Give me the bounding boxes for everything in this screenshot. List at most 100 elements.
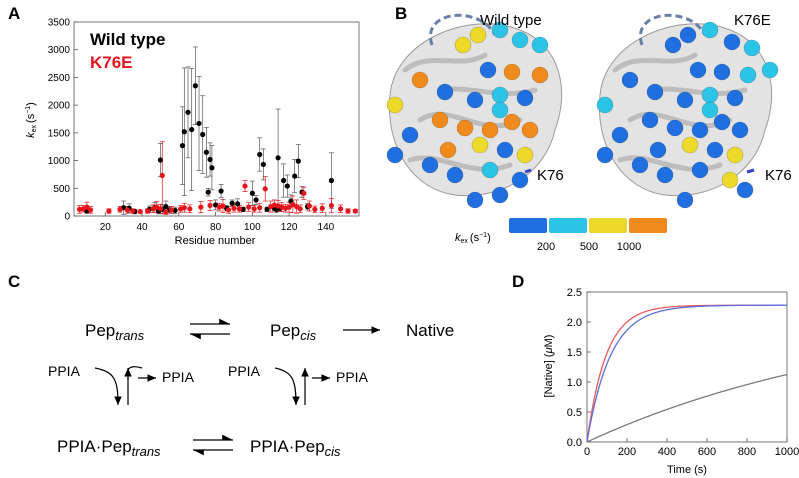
residue-sphere: [466, 191, 484, 209]
pep-cis-main: Pep: [270, 321, 300, 340]
chart-a-xlabel: Residue number: [175, 235, 256, 247]
residue-sphere: [679, 26, 697, 44]
pep-cis: Pepcis: [270, 321, 317, 343]
chart-a-ytick-label: 1000: [48, 156, 71, 167]
point-k76e: [207, 202, 213, 209]
point-k76e: [257, 205, 263, 211]
scale-tick-500: 500: [580, 241, 598, 253]
residue-sphere: [723, 33, 741, 51]
ppia-label-4: PPIA: [336, 369, 369, 385]
panel-letter-b: B: [395, 4, 408, 23]
point-wild-type: [163, 203, 169, 210]
cartoon-strands-k76e: [612, 52, 748, 172]
legend-k76e: K76E: [90, 53, 133, 72]
residue-sphere: [726, 146, 744, 164]
residue-sphere: [491, 21, 509, 39]
residue-sphere: [491, 186, 509, 204]
point-wild-type: [203, 149, 209, 155]
scale-label-close: ): [487, 232, 491, 244]
chart-a-xtick-label: 40: [136, 222, 148, 233]
point-k76e: [251, 206, 257, 212]
point-wild-type: [181, 129, 187, 135]
ppia-label-1: PPIA: [48, 363, 81, 379]
point-k76e: [117, 206, 123, 212]
residue-spheres-k76e: [596, 21, 779, 209]
point-wild-type: [192, 83, 198, 89]
residue-sphere: [691, 161, 709, 179]
chart-d-xlabel: Time (s): [667, 464, 707, 476]
chart-d-xtick-label: 600: [698, 446, 716, 458]
chart-d-ytick-label: 0.5: [567, 407, 582, 419]
structure-title-k76e: K76E: [734, 12, 771, 29]
residue-sphere: [481, 161, 499, 179]
scale-label-sub: ex: [461, 238, 469, 245]
point-k76e: [262, 186, 268, 192]
point-wild-type: [257, 151, 263, 158]
residue-sphere: [516, 146, 534, 164]
point-wild-type: [295, 158, 301, 164]
point-wild-type: [205, 189, 211, 195]
point-k76e: [328, 202, 335, 209]
scale-swatch-cyan: [549, 218, 587, 233]
residue-sphere: [721, 171, 739, 189]
scale-swatch-orange: [629, 218, 667, 233]
point-k76e: [306, 203, 312, 209]
residue-sphere: [454, 36, 472, 54]
scale-label-unit: (s: [470, 232, 480, 244]
kinetic-curve-gray: [586, 373, 788, 443]
chart-d-lines: [586, 304, 788, 443]
ylabel-unit: (s: [25, 113, 37, 123]
residue-sphere: [491, 101, 509, 119]
kinetic-curve-blue: [586, 304, 787, 443]
chart-a-ytick-label: 0: [64, 212, 70, 223]
chart-d-ylabel: [Native] (μM): [543, 335, 555, 398]
scale-tick-200: 200: [537, 241, 555, 253]
point-k76e: [163, 209, 169, 215]
residue-sphere: [706, 141, 724, 159]
pep-trans-main: Pep: [85, 321, 115, 340]
chart-d-ytick-label: 2.0: [567, 317, 582, 329]
residue-sphere: [631, 156, 649, 174]
chart-d-xtick-label: 1000: [775, 446, 799, 458]
k76-stick-wt: [524, 168, 532, 174]
scale-label: kex (s−1): [455, 232, 491, 245]
ppia-label-2: PPIA: [162, 369, 195, 385]
residue-sphere: [649, 141, 667, 159]
svg-text:kex(s−1): kex(s−1): [25, 102, 38, 138]
point-wild-type: [284, 183, 290, 189]
residue-sphere: [596, 96, 614, 114]
point-wild-type: [292, 173, 298, 179]
residue-sphere: [666, 119, 684, 137]
structure-wild-type: K76: [386, 13, 564, 209]
point-wild-type: [157, 157, 164, 163]
chart-a-ytick-label: 3500: [48, 18, 71, 29]
residue-sphere: [689, 61, 707, 79]
residue-sphere: [411, 71, 429, 89]
chart-d-ytick-label: 2.5: [567, 287, 582, 299]
residue-sphere: [664, 36, 682, 54]
residue-sphere: [761, 61, 779, 79]
residue-sphere: [701, 21, 719, 39]
scale-tick-1000: 1000: [617, 241, 641, 253]
residue-sphere: [531, 66, 549, 84]
residue-sphere: [511, 31, 529, 49]
structure-k76e: K76: [596, 13, 792, 209]
point-k76e: [124, 207, 130, 213]
cartoon-strands-wt: [402, 52, 538, 172]
residue-sphere: [641, 111, 659, 129]
point-wild-type: [196, 120, 202, 127]
ylabel-d-a: [Native] (: [543, 353, 555, 397]
point-k76e: [187, 206, 193, 212]
point-k76e: [144, 208, 151, 214]
residue-sphere: [516, 89, 534, 107]
chart-a-xtick-label: 20: [100, 222, 112, 233]
chart-d-frame: [586, 291, 788, 443]
chart-a-ytick-label: 2500: [48, 73, 71, 84]
residue-sphere: [479, 61, 497, 79]
residue-sphere: [421, 156, 439, 174]
k76-label-wt: K76: [537, 167, 564, 184]
residue-sphere: [681, 136, 699, 154]
residue-sphere: [521, 121, 539, 139]
residue-sphere: [621, 71, 639, 89]
residue-sphere: [731, 121, 749, 139]
